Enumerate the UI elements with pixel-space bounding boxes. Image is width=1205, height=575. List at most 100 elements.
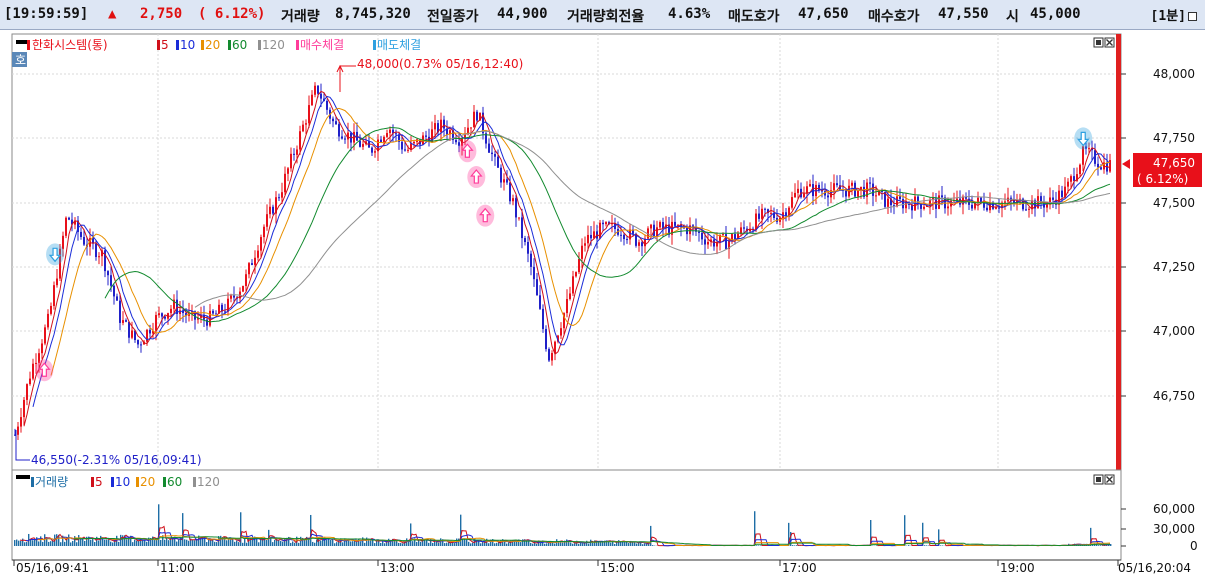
candle-body [584, 243, 586, 246]
volume-bar [198, 535, 200, 546]
candle-body [59, 248, 61, 279]
candle-body [638, 242, 640, 246]
ask-value: 47,650 [798, 6, 849, 22]
volume-bar [142, 539, 144, 546]
candle-body [794, 192, 796, 198]
price-tick: 47,500 [1153, 196, 1195, 210]
candle-body [281, 192, 283, 198]
candle-body [1046, 203, 1048, 208]
candle-body [602, 222, 604, 225]
period-selector-button[interactable]: [1분] [1151, 5, 1197, 24]
volume-bar [616, 541, 618, 546]
volume-ma-lines [19, 525, 1111, 547]
candle-body [836, 183, 838, 186]
volume-bar [462, 539, 464, 546]
candle-body [1019, 198, 1021, 200]
volume-bar [604, 540, 606, 546]
volume-bar [62, 535, 64, 546]
volume-bar [346, 540, 348, 546]
volume-bar [524, 539, 526, 546]
candle-body [83, 236, 85, 245]
legend-ma60: 60 [232, 38, 247, 52]
volume-bar [24, 542, 26, 546]
candle-body [536, 279, 538, 296]
candle-body [893, 205, 895, 207]
candle-body [110, 275, 112, 286]
candle-body [491, 152, 493, 155]
candle-body [35, 362, 37, 364]
volume-bar [150, 537, 152, 546]
candle-body [338, 124, 340, 137]
candle-body [380, 139, 382, 143]
candle-body [344, 138, 346, 140]
candle-body [656, 227, 658, 237]
volume-bar [212, 539, 214, 546]
volume-bar [756, 545, 758, 546]
candle-body [275, 197, 277, 214]
candle-body [41, 343, 43, 354]
volume-bar [328, 538, 330, 546]
volume-bar [506, 543, 508, 546]
candle-body [1076, 174, 1078, 181]
candle-body [743, 227, 745, 229]
candle-body [722, 234, 724, 236]
volume-bar [36, 537, 38, 546]
volume-bar [470, 543, 472, 546]
candle-body [230, 295, 232, 299]
candle-body [440, 119, 442, 133]
volume-bar [938, 529, 940, 546]
chart-canvas[interactable]: 한화시스템(통) 5 10 20 60 120 매수체결 매도체결 호 [0, 30, 1205, 575]
volume-bar [794, 545, 796, 546]
turnover-value: 4.63% [668, 6, 711, 22]
volume-bar [146, 541, 148, 546]
prev-close-label: 전일종가 [427, 9, 479, 25]
candle-body [395, 133, 397, 135]
candle-body [518, 217, 520, 219]
candle-body [578, 258, 580, 273]
candle-body [446, 128, 448, 135]
volume-bar [594, 540, 596, 546]
volume-bar [300, 536, 302, 546]
volume-tick: 30,000 [1153, 522, 1195, 536]
change-arrow: ▲ [108, 6, 117, 22]
volume-bar [96, 536, 98, 546]
price-panel[interactable] [11, 33, 1122, 471]
volume-bar [518, 539, 520, 546]
candle-body [1022, 198, 1024, 210]
candle-body [917, 196, 919, 204]
volume-bar [584, 543, 586, 546]
volume-bar [276, 538, 278, 546]
candle-body [413, 141, 415, 144]
volume-bar [368, 538, 370, 546]
open-label: 시 [1006, 9, 1019, 25]
volume-bar [434, 541, 436, 546]
volume-bar [634, 542, 636, 546]
legend-swatches [27, 40, 376, 50]
quote-toggle-button[interactable] [12, 52, 27, 67]
candle-body [761, 208, 763, 219]
candle-body [1028, 208, 1030, 210]
volume-bar [344, 538, 346, 546]
candle-body [437, 123, 439, 133]
volume-legend-ma120: 120 [197, 475, 220, 489]
candle-body [623, 234, 625, 240]
candle-body [500, 167, 502, 183]
candle-body [713, 239, 715, 247]
volume-bar [646, 543, 648, 546]
volume-bar [374, 543, 376, 546]
volume-bar [46, 537, 48, 546]
high-price-annotation: 48,000(0.73% 05/16,12:40) [357, 57, 523, 71]
volume-bar [42, 541, 44, 546]
volume-panel-menu-handle[interactable] [16, 475, 30, 479]
candle-body [620, 234, 622, 236]
restore-window-icon[interactable] [1188, 12, 1197, 21]
panel-menu-handle[interactable] [16, 40, 30, 44]
volume-bar [610, 542, 612, 546]
candle-body [674, 221, 676, 226]
candle-body [305, 123, 307, 125]
volume-bar [124, 535, 126, 546]
time-tick: 11:00 [160, 561, 195, 575]
volume-bar [332, 538, 334, 546]
volume-bar [544, 543, 546, 546]
volume-bar [252, 538, 254, 546]
